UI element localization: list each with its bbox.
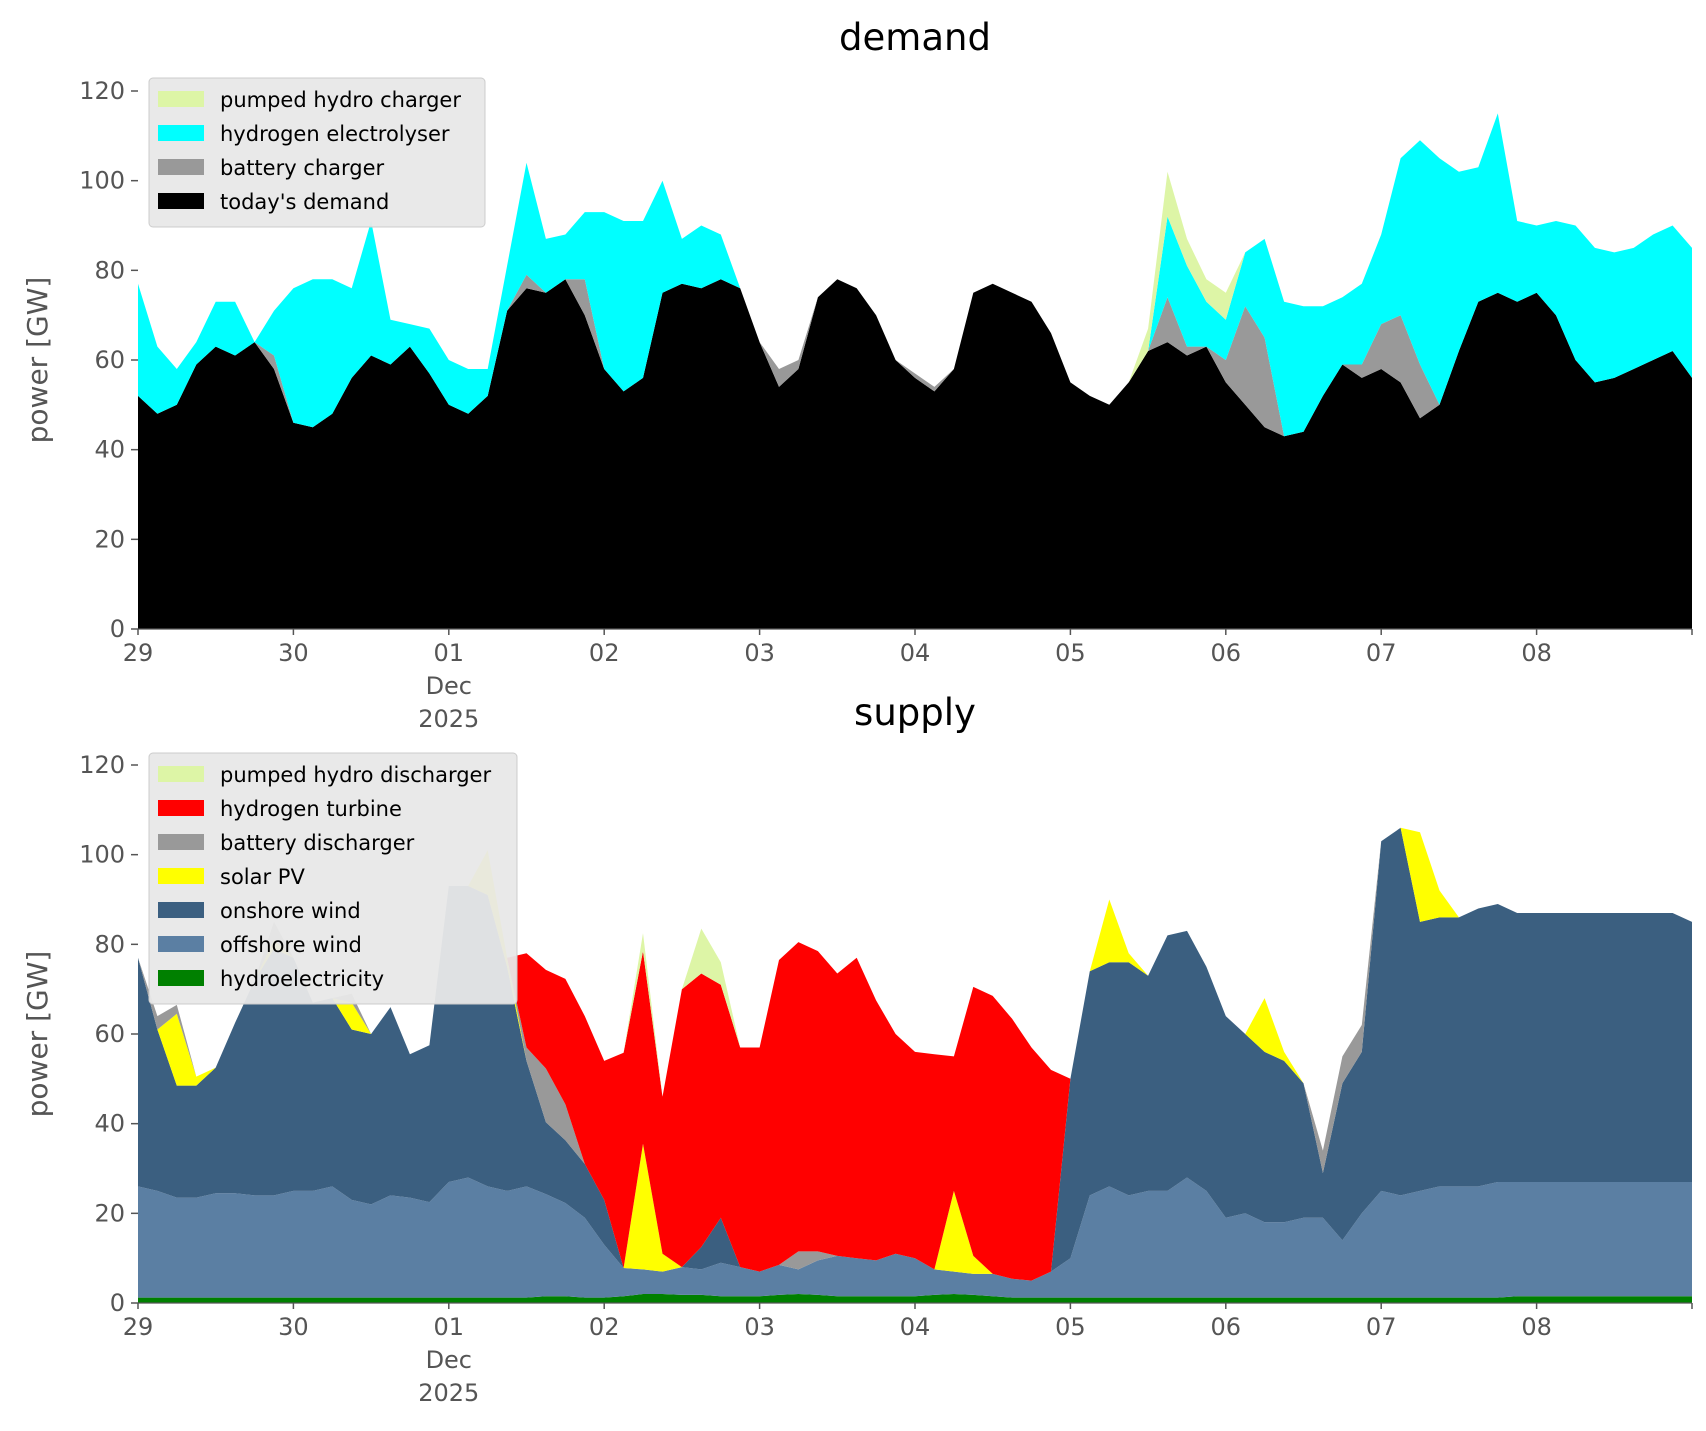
legend-item-label: hydrogen electrolyser bbox=[220, 122, 450, 146]
x-tick-label: 05 bbox=[1055, 1313, 1086, 1341]
x-tick-label: 01 bbox=[434, 639, 465, 667]
legend: pumped hydro discharger hydrogen turbine b… bbox=[148, 752, 518, 1005]
legend-swatch bbox=[158, 970, 204, 986]
area-series-battery-charger bbox=[138, 274, 1692, 437]
x-tick-label: 07 bbox=[1366, 639, 1397, 667]
y-axis-label: power [GW] bbox=[21, 951, 54, 1118]
area-series-offshore-wind bbox=[138, 1177, 1692, 1298]
x-tick-label: 07 bbox=[1366, 1313, 1397, 1341]
x-tick-label: 30 bbox=[278, 639, 309, 667]
y-tick-label: 0 bbox=[110, 1289, 125, 1317]
x-axis-year: 2025 bbox=[418, 705, 479, 733]
y-tick-label: 60 bbox=[94, 1020, 125, 1048]
area-series-hydrogen-electrolyser bbox=[138, 113, 1692, 437]
x-tick-label: 04 bbox=[900, 1313, 931, 1341]
legend-item-label: battery discharger bbox=[220, 831, 415, 855]
x-tick-label: 29 bbox=[123, 639, 154, 667]
area-series-hydroelectricity bbox=[138, 1294, 1692, 1303]
legend-swatch bbox=[158, 902, 204, 918]
y-tick-label: 80 bbox=[94, 256, 125, 284]
x-tick-label: 01 bbox=[434, 1313, 465, 1341]
legend-swatch bbox=[158, 159, 204, 175]
x-tick-label: 29 bbox=[123, 1313, 154, 1341]
x-tick-label: 08 bbox=[1521, 1313, 1552, 1341]
x-tick-label: 02 bbox=[589, 639, 620, 667]
legend-swatch bbox=[158, 766, 204, 782]
area-series-hydrogen-turbine bbox=[138, 827, 1692, 1281]
legend-item-label: pumped hydro charger bbox=[220, 88, 461, 112]
x-tick-label: 03 bbox=[744, 639, 775, 667]
legend-box bbox=[148, 77, 486, 228]
legend-item-label: today's demand bbox=[220, 190, 389, 214]
area-series-today-s-demand bbox=[138, 279, 1692, 629]
legend-swatch bbox=[158, 193, 204, 209]
legend-item-label: solar PV bbox=[220, 865, 305, 889]
legend-swatch bbox=[158, 125, 204, 141]
chart-title: demand bbox=[839, 16, 991, 59]
x-tick-label: 03 bbox=[744, 1313, 775, 1341]
area-series-onshore-wind bbox=[138, 827, 1692, 1281]
x-tick-label: 06 bbox=[1211, 639, 1242, 667]
y-tick-label: 120 bbox=[79, 77, 125, 105]
x-tick-label: 05 bbox=[1055, 639, 1086, 667]
legend-box bbox=[148, 752, 518, 1005]
y-tick-label: 100 bbox=[79, 167, 125, 195]
x-tick-label: 06 bbox=[1211, 1313, 1242, 1341]
legend-swatch bbox=[158, 800, 204, 816]
legend-swatch bbox=[158, 91, 204, 107]
x-tick-label: 02 bbox=[589, 1313, 620, 1341]
x-tick-label: 04 bbox=[900, 639, 931, 667]
y-tick-label: 40 bbox=[94, 436, 125, 464]
legend-item-label: battery charger bbox=[220, 156, 385, 180]
y-tick-label: 0 bbox=[110, 615, 125, 643]
x-axis-month: Dec bbox=[426, 1346, 472, 1374]
y-tick-label: 20 bbox=[94, 1199, 125, 1227]
chart-title: supply bbox=[854, 691, 976, 734]
y-tick-label: 80 bbox=[94, 930, 125, 958]
legend-swatch bbox=[158, 868, 204, 884]
legend-swatch bbox=[158, 936, 204, 952]
legend-swatch bbox=[158, 834, 204, 850]
y-tick-label: 40 bbox=[94, 1110, 125, 1138]
y-tick-label: 100 bbox=[79, 841, 125, 869]
legend: pumped hydro charger hydrogen electrolyse… bbox=[148, 77, 486, 228]
legend-item-label: hydroelectricity bbox=[220, 967, 384, 991]
legend-item-label: hydrogen turbine bbox=[220, 797, 402, 821]
x-tick-label: 30 bbox=[278, 1313, 309, 1341]
legend-item-label: pumped hydro discharger bbox=[220, 763, 491, 787]
chart-panel-demand: demand power [GW] 0 20 40 60 80 100 120 29 30 01 02 0… bbox=[21, 16, 1693, 733]
y-tick-label: 120 bbox=[79, 751, 125, 779]
x-axis-month: Dec bbox=[426, 672, 472, 700]
y-tick-label: 20 bbox=[94, 525, 125, 553]
chart-panel-supply: supply power [GW] 0 20 40 60 80 100 120 29 30 01 02 0… bbox=[21, 691, 1693, 1407]
legend-item-label: onshore wind bbox=[220, 899, 361, 923]
legend-item-label: offshore wind bbox=[220, 933, 362, 957]
y-axis-label: power [GW] bbox=[21, 277, 54, 444]
x-axis-year: 2025 bbox=[418, 1379, 479, 1407]
y-tick-label: 60 bbox=[94, 346, 125, 374]
x-tick-label: 08 bbox=[1521, 639, 1552, 667]
